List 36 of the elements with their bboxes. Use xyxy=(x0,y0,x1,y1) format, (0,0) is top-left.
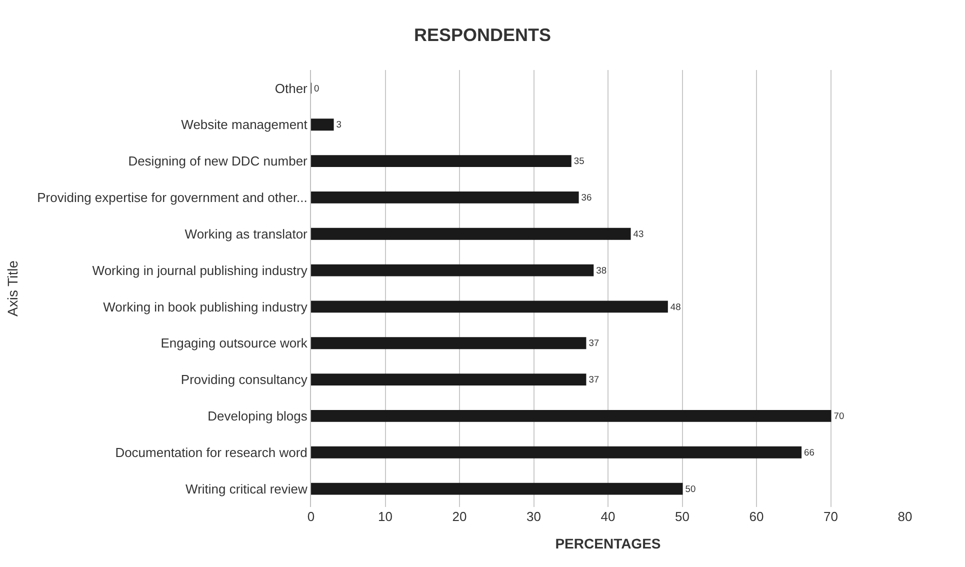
x-tick-label: 50 xyxy=(675,509,690,524)
data-label: 43 xyxy=(633,229,644,239)
y-tick-label: Working in journal publishing industry xyxy=(92,262,308,278)
data-label: 48 xyxy=(670,302,681,312)
data-label: 70 xyxy=(834,411,844,422)
y-tick-label: Working in book publishing industry xyxy=(103,299,308,314)
data-label: 38 xyxy=(596,265,607,276)
data-label: 0 xyxy=(314,83,320,94)
y-tick-label: Documentation for research word xyxy=(115,444,308,460)
x-tick-label: 40 xyxy=(600,509,616,524)
y-tick-label: Working as translator xyxy=(184,226,308,242)
x-tick-label: 20 xyxy=(452,509,467,524)
data-label: 3 xyxy=(336,120,342,130)
x-tick-label: 80 xyxy=(898,509,912,524)
data-label: 37 xyxy=(588,374,600,385)
y-tick-label: Other xyxy=(274,80,308,96)
data-label: 35 xyxy=(574,156,584,166)
x-tick-label: 10 xyxy=(378,509,392,524)
y-tick-label: Providing expertise for government and other... xyxy=(37,190,308,206)
data-label: 66 xyxy=(804,448,814,458)
y-tick-label: Writing critical review xyxy=(186,481,308,496)
x-tick-label: 30 xyxy=(526,509,541,524)
x-tick-label: 0 xyxy=(307,509,315,524)
data-label: 37 xyxy=(588,338,600,348)
data-label: 50 xyxy=(685,484,696,494)
y-tick-label: Providing consultancy xyxy=(180,372,308,388)
y-tick-label: Developing blogs xyxy=(208,408,308,424)
x-tick-label: 60 xyxy=(749,509,764,524)
x-tick-label: 70 xyxy=(824,509,838,524)
y-tick-label: Website management xyxy=(181,117,308,132)
y-tick-label: Designing of new DDC number xyxy=(128,154,308,169)
x-axis-title: PERCENTAGES xyxy=(555,535,661,552)
y-tick-label: Engaging outsource work xyxy=(160,336,308,351)
y-axis-title: Axis Title xyxy=(4,260,21,317)
chart-title: RESPONDENTS xyxy=(414,24,552,45)
data-label: 36 xyxy=(581,192,592,203)
